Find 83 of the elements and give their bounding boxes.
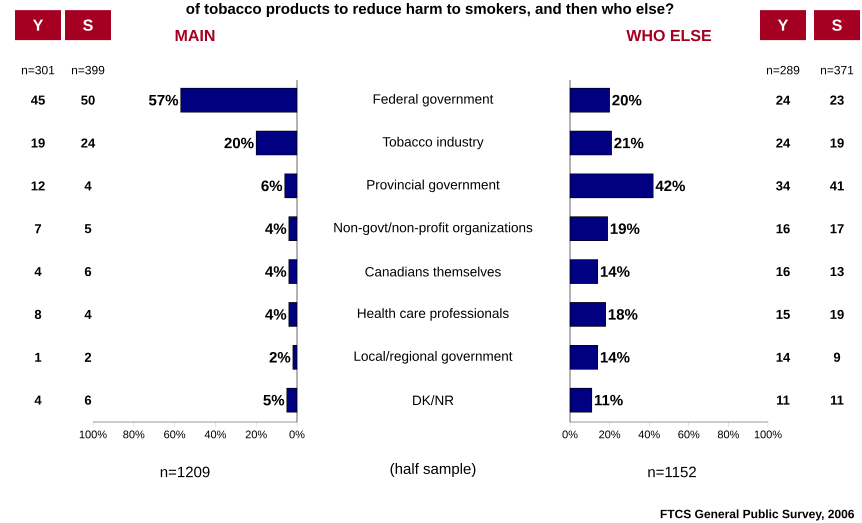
y-tick-label: Non-govt/non-profit organizations	[334, 222, 532, 236]
data-label: 6%	[261, 180, 282, 192]
text: 24	[776, 96, 790, 105]
text: 4	[34, 396, 42, 405]
text: Y	[778, 20, 788, 31]
data-label: 14%	[600, 266, 630, 277]
y-tick-label: Canadians themselves	[365, 266, 501, 277]
x-tick-label: 100%	[80, 430, 107, 438]
text: 2	[84, 352, 92, 362]
data-label: 20%	[612, 94, 642, 106]
data-label: 42%	[656, 180, 685, 192]
text: 23	[830, 96, 844, 105]
y-tick-label: Local/regional government	[354, 350, 512, 364]
text: (half sample)	[390, 463, 476, 477]
x-tick-label: 80%	[123, 430, 144, 438]
text: n=1209	[160, 466, 210, 478]
data-label: 4%	[265, 309, 286, 320]
text: 34	[776, 181, 790, 190]
text: 4	[34, 267, 42, 276]
text: 15	[776, 310, 790, 319]
text: 4	[84, 310, 92, 319]
data-label: 18%	[608, 309, 638, 320]
text: 4	[84, 181, 92, 190]
x-tick-label: 40%	[204, 430, 226, 438]
y-tick-label: Health care professionals	[358, 308, 509, 321]
text: 16	[776, 266, 790, 276]
x-tick-label: 0%	[562, 430, 578, 438]
annotation: 24	[81, 138, 96, 148]
x-tick-label: 20%	[599, 430, 620, 438]
chart-title: WHO ELSE	[626, 30, 712, 42]
text: 8	[34, 310, 42, 320]
data-label: 21%	[614, 138, 644, 148]
data-label: 11%	[594, 394, 623, 406]
x-tick-label: 80%	[718, 430, 740, 438]
data-label: 20%	[224, 138, 254, 148]
data-label: 4%	[265, 223, 286, 234]
text: n=301	[22, 66, 54, 74]
x-tick-label: 60%	[164, 430, 186, 438]
data-label: 14%	[600, 352, 630, 363]
annotation: 50	[81, 96, 95, 105]
text: 7	[34, 224, 42, 234]
data-label: 5%	[263, 394, 284, 406]
text: S	[832, 19, 842, 31]
text: 9	[834, 352, 840, 362]
text: 24	[776, 138, 790, 148]
x-tick-label: 0%	[289, 430, 305, 438]
x-tick-label: 60%	[678, 430, 700, 438]
y-tick-label: Federal government	[374, 94, 494, 106]
text: 6	[84, 396, 92, 405]
text: S	[83, 19, 93, 31]
text: 41	[830, 181, 844, 190]
y-tick-label: Provincial government	[367, 180, 500, 192]
text: 45	[30, 96, 45, 105]
x-tick-label: 20%	[246, 430, 267, 438]
y-tick-label: DK/NR	[413, 395, 454, 406]
x-tick-label: 100%	[754, 430, 782, 438]
text: of tobacco products to reduce harm to smokers, and then who else?	[186, 3, 674, 17]
text: Y	[32, 20, 44, 31]
text: 19	[830, 310, 844, 320]
data-label: 2%	[270, 352, 290, 363]
text: 11	[776, 396, 790, 405]
text: 1	[35, 352, 42, 362]
text: 6	[84, 266, 92, 276]
data-label: 4%	[265, 266, 286, 277]
chart-title: MAIN	[176, 30, 214, 42]
text: 17	[830, 224, 844, 234]
data-label: 57%	[148, 94, 178, 106]
text: 13	[830, 266, 844, 276]
text: 12	[32, 181, 45, 190]
text: n=289	[766, 66, 800, 74]
text: n=399	[72, 66, 104, 74]
text: FTCS General Public Survey, 2006	[660, 509, 854, 521]
text: 16	[776, 224, 790, 234]
text: n=1152	[648, 466, 696, 478]
y-tick-label: Tobacco industry	[382, 136, 484, 150]
text: n=371	[820, 66, 854, 74]
data-label: 19%	[610, 223, 640, 234]
text: 11	[830, 396, 844, 405]
text: 5	[84, 224, 92, 234]
text: 19	[32, 138, 45, 148]
x-tick-label: 40%	[638, 430, 660, 438]
text: 14	[776, 352, 790, 362]
text: 19	[830, 138, 844, 148]
